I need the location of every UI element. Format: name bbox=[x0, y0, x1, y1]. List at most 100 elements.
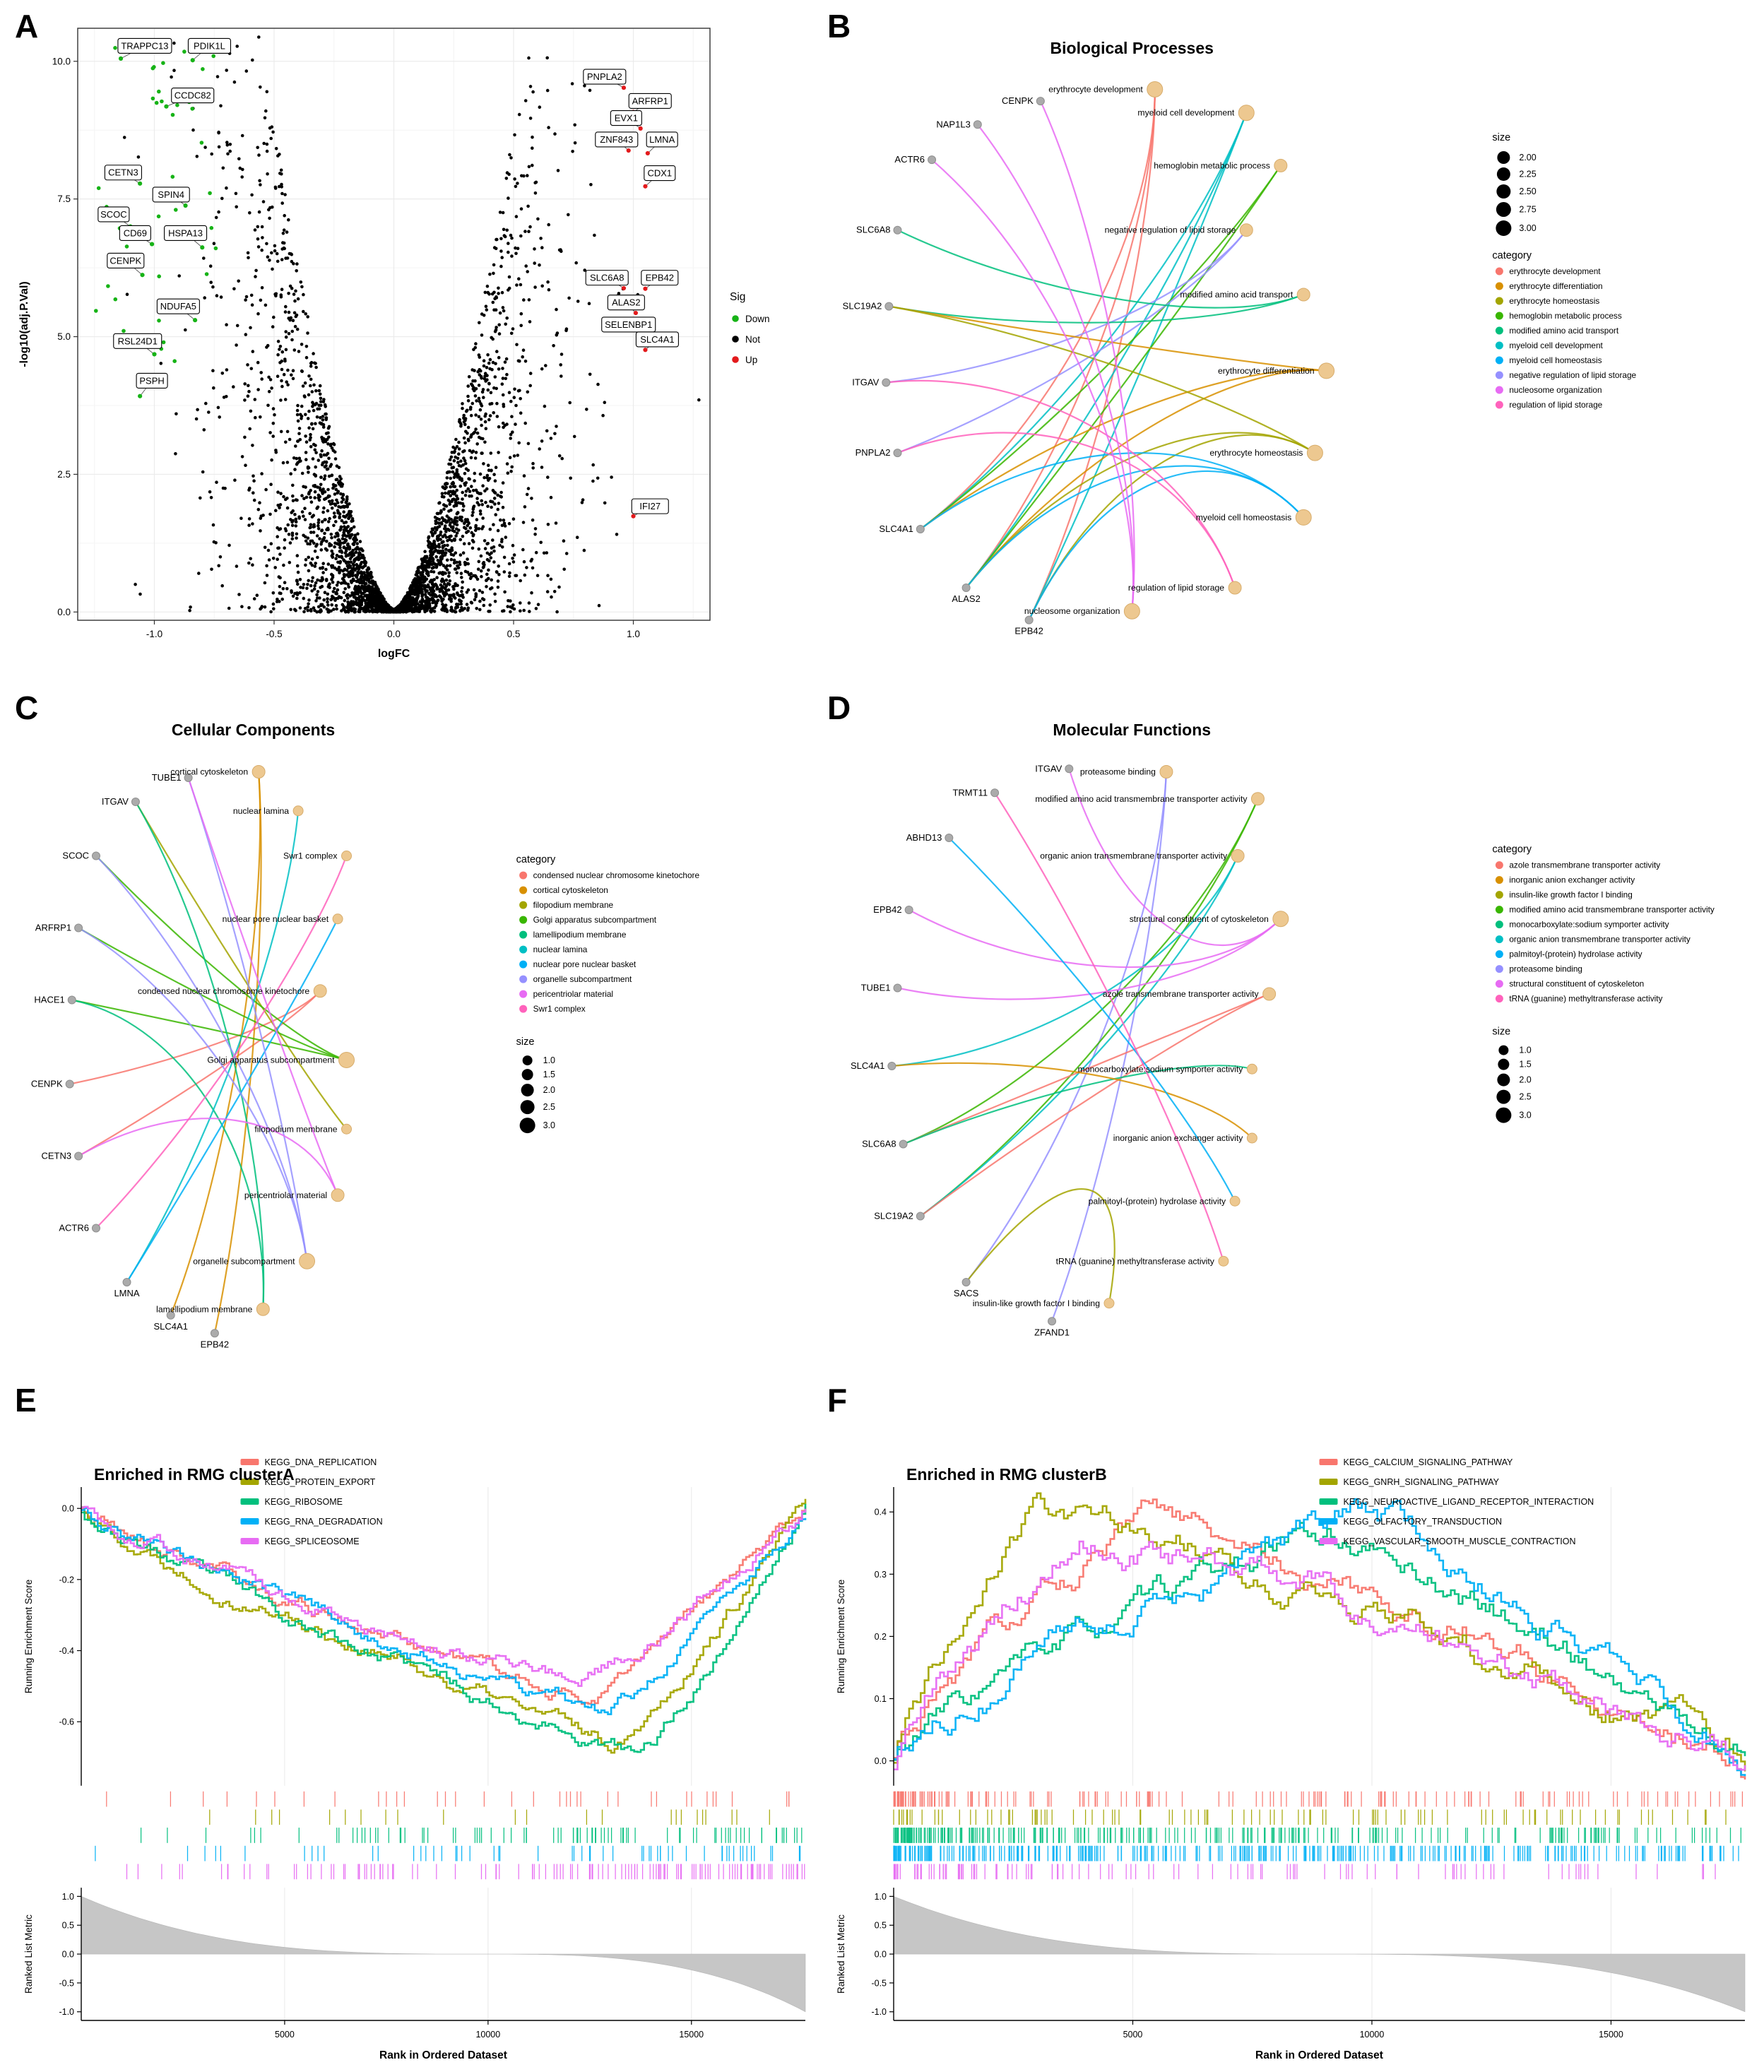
gene-label: NAP1L3 bbox=[936, 119, 970, 129]
size-legend-value: 2.5 bbox=[543, 1102, 555, 1112]
svg-text:0.0: 0.0 bbox=[387, 629, 401, 639]
gene-point bbox=[183, 203, 188, 208]
category-legend-dot bbox=[1495, 282, 1503, 290]
term-label: Swr1 complex bbox=[283, 851, 338, 861]
node-labels: ITGAV TRMT11 ABHD13 EPB42 TUBE1 SLC4A1 SLC6A8 S… bbox=[851, 763, 1269, 1337]
panel-f-gsea-cluster-b: F Enriched in RMG clusterB 0.0 0.1 0.2 0.3 0… bbox=[823, 1381, 1759, 2070]
edge bbox=[885, 229, 1248, 384]
gene-label: EPB42 bbox=[201, 1339, 229, 1349]
size-legend-dot bbox=[1496, 1107, 1512, 1123]
sig-legend-label: Up bbox=[745, 355, 757, 365]
panel-letter-a: A bbox=[15, 8, 39, 45]
category-legend-label: condensed nuclear chromosome kinetochore bbox=[533, 870, 700, 880]
category-legend-label: pericentriolar material bbox=[533, 989, 613, 999]
gene-point bbox=[138, 393, 143, 398]
gene-point bbox=[645, 150, 650, 156]
gene-node bbox=[882, 378, 891, 387]
term-label: condensed nuclear chromosome kinetochore bbox=[138, 986, 309, 996]
gene-point bbox=[626, 148, 631, 153]
category-legend-dot bbox=[1495, 356, 1503, 365]
category-legend-dot bbox=[1495, 341, 1503, 350]
volcano-point-cloud bbox=[122, 35, 701, 614]
size-legend-title: size bbox=[1492, 1026, 1510, 1038]
legend-label: KEGG_VASCULAR_SMOOTH_MUSCLE_CONTRACTION bbox=[1344, 1537, 1576, 1546]
size-legend-value: 1.5 bbox=[543, 1070, 555, 1079]
edge bbox=[891, 1062, 1253, 1139]
gene-label: CETN3 bbox=[41, 1151, 71, 1161]
gene-point bbox=[643, 348, 648, 353]
gene-label: PSPH bbox=[139, 375, 164, 386]
term-label: inorganic anion exchanger activity bbox=[1113, 1133, 1244, 1143]
category-legend-label: myeloid cell development bbox=[1509, 341, 1603, 350]
gene-label-box bbox=[136, 372, 168, 389]
es-curve bbox=[894, 1492, 1746, 1772]
category-legend-label: monocarboxylate:sodium symporter activit… bbox=[1509, 920, 1669, 930]
edge bbox=[965, 369, 1327, 589]
rug-row bbox=[95, 1845, 801, 1861]
category-legend-label: myeloid cell homeostasis bbox=[1509, 355, 1602, 365]
svg-text:2.5: 2.5 bbox=[57, 469, 71, 480]
gene-label: HACE1 bbox=[34, 995, 64, 1005]
term-node bbox=[256, 1302, 270, 1316]
gene-label: CENPK bbox=[1002, 95, 1034, 106]
size-legend-title: size bbox=[1492, 132, 1510, 143]
category-legend-label: nuclear pore nuclear basket bbox=[533, 959, 637, 969]
category-legend-label: erythrocyte development bbox=[1509, 266, 1601, 276]
category-legend-dot bbox=[519, 886, 528, 894]
category-legend-label: organelle subcompartment bbox=[533, 974, 632, 984]
gene-label-box bbox=[610, 110, 642, 126]
term-label: filopodium membrane bbox=[254, 1124, 337, 1134]
category-legend-label: filopodium membrane bbox=[533, 900, 614, 910]
term-label: organic anion transmembrane transporter … bbox=[1040, 851, 1228, 861]
term-node bbox=[1262, 987, 1277, 1001]
legend-label: KEGG_SPLICEOSOME bbox=[265, 1537, 360, 1546]
gene-node bbox=[973, 120, 982, 129]
node-labels: TUBE1 ITGAV SCOC ARFRP1 HACE1 CENPK CETN3 ACTR6… bbox=[31, 767, 338, 1350]
gene-label-box bbox=[164, 225, 208, 242]
size-legend-value: 2.25 bbox=[1519, 170, 1536, 179]
term-node bbox=[1296, 288, 1310, 302]
category-legend-label: nucleosome organization bbox=[1509, 385, 1602, 395]
gene-label: ACTR6 bbox=[59, 1223, 89, 1233]
svg-text:-0.5: -0.5 bbox=[266, 629, 282, 639]
gene-label: SLC4A1 bbox=[640, 334, 674, 345]
gene-point bbox=[638, 126, 643, 131]
gene-point bbox=[643, 286, 648, 291]
nodes bbox=[882, 81, 1335, 624]
panel-c-cellular-components: C Cellular Components TUBE1 ITGAV SCOC ARFR… bbox=[11, 689, 819, 1371]
svg-text:0.0: 0.0 bbox=[62, 1504, 74, 1514]
term-label: palmitoyl-(protein) hydrolase activity bbox=[1089, 1196, 1226, 1206]
edge bbox=[896, 918, 1281, 1000]
cnet-chart-mf: ITGAV TRMT11 ABHD13 EPB42 TUBE1 SLC4A1 SLC6A8 S… bbox=[851, 763, 1715, 1337]
term-label: erythrocyte differentiation bbox=[1218, 366, 1315, 376]
gene-label-box bbox=[583, 69, 627, 85]
gene-point bbox=[621, 85, 627, 90]
gene-node bbox=[122, 1278, 131, 1286]
gene-label: ITGAV bbox=[102, 796, 129, 807]
volcano-chart: TRAPPC13 PDIK1L CCDC82 CETN3 SPIN4 SCOC CD69 HS… bbox=[18, 28, 770, 660]
term-node bbox=[341, 1123, 353, 1135]
size-legend-dot bbox=[1496, 1089, 1511, 1104]
term-label: tRNA (guanine) methyltransferase activit… bbox=[1056, 1256, 1215, 1266]
gene-label: ZFAND1 bbox=[1034, 1327, 1070, 1337]
category-legend-title: category bbox=[1492, 844, 1532, 856]
panel-letter-b: B bbox=[827, 8, 851, 45]
gene-node bbox=[131, 798, 140, 806]
svg-text:-0.5: -0.5 bbox=[59, 1978, 74, 1988]
edge bbox=[902, 1065, 1253, 1145]
gene-label: PNPLA2 bbox=[587, 71, 622, 82]
es-y-axis-label: Running Enrichment Score bbox=[23, 1580, 34, 1693]
x-axis-label: Rank in Ordered Dataset bbox=[1255, 2049, 1383, 2061]
es-curve bbox=[894, 1498, 1746, 1777]
gene-label-box bbox=[97, 206, 130, 223]
category-legend-label: tRNA (guanine) methyltransferase activit… bbox=[1509, 994, 1662, 1004]
gene-label: SACS bbox=[954, 1288, 979, 1298]
x-axis-label: Rank in Ordered Dataset bbox=[379, 2049, 507, 2061]
category-legend-label: organic anion transmembrane transporter … bbox=[1509, 935, 1690, 945]
category-legend-dot bbox=[519, 960, 528, 969]
term-label: pericentriolar material bbox=[244, 1190, 327, 1200]
gene-label-box bbox=[607, 295, 645, 311]
gene-node bbox=[1036, 97, 1045, 106]
term-node bbox=[1228, 581, 1242, 595]
category-legend-dot bbox=[1495, 267, 1503, 276]
